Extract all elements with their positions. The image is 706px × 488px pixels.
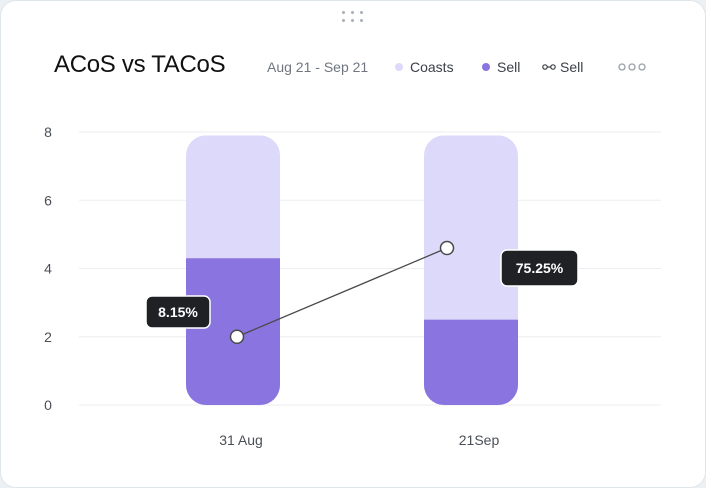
more-horizontal-icon[interactable] (617, 59, 649, 75)
data-label-box (500, 249, 579, 287)
bar-group-0[interactable] (186, 135, 280, 405)
line-marker-icon (542, 64, 556, 70)
drag-handle-icon[interactable] (341, 10, 365, 24)
legend-dot-coasts (395, 63, 403, 71)
x-tick-label: 21Sep (459, 432, 500, 448)
legend-label-sell-bar: Sell (497, 59, 521, 75)
line-point[interactable] (439, 240, 455, 256)
chart-title: ACoS vs TACoS (54, 51, 226, 78)
y-tick-label: 0 (44, 397, 52, 413)
date-range[interactable]: Aug 21 - Sep 21 (267, 59, 369, 75)
legend-label-coasts: Coasts (410, 59, 454, 75)
y-tick-label: 4 (44, 261, 52, 277)
legend-item-coasts[interactable]: Coasts (395, 58, 454, 76)
data-label: 75.25% (516, 260, 564, 276)
legend-label-sell-line: Sell (560, 59, 584, 75)
data-label-box (145, 295, 211, 329)
legend-dot-sell (482, 63, 490, 71)
legend-item-sell-bar[interactable]: Sell (482, 58, 520, 76)
y-tick-label: 8 (44, 124, 52, 140)
bar-sell[interactable] (424, 319, 518, 405)
line-point[interactable] (229, 329, 245, 344)
y-tick-label: 6 (44, 192, 52, 208)
y-tick-label: 2 (44, 329, 52, 345)
sell-line (236, 247, 448, 338)
x-tick-label: 31 Aug (219, 432, 263, 448)
legend-item-sell-line[interactable]: Sell (542, 58, 583, 76)
data-label: 8.15% (158, 304, 198, 320)
